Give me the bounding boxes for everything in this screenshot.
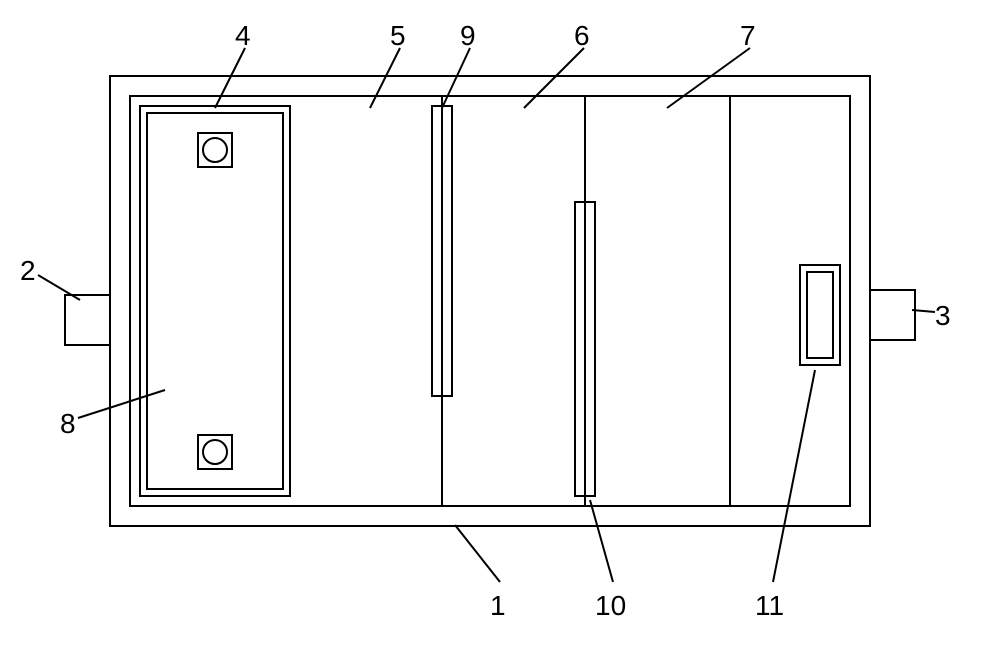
label-4: 4 bbox=[235, 20, 251, 52]
label-11: 11 bbox=[755, 590, 784, 622]
label-5: 5 bbox=[390, 20, 406, 52]
label-6: 6 bbox=[574, 20, 590, 52]
label-7: 7 bbox=[740, 20, 756, 52]
label-3: 3 bbox=[935, 300, 951, 332]
schematic-diagram bbox=[0, 0, 1000, 666]
label-9: 9 bbox=[460, 20, 476, 52]
label-1: 1 bbox=[490, 590, 506, 622]
label-8: 8 bbox=[60, 408, 76, 440]
label-2: 2 bbox=[20, 255, 36, 287]
label-10: 10 bbox=[595, 590, 626, 622]
